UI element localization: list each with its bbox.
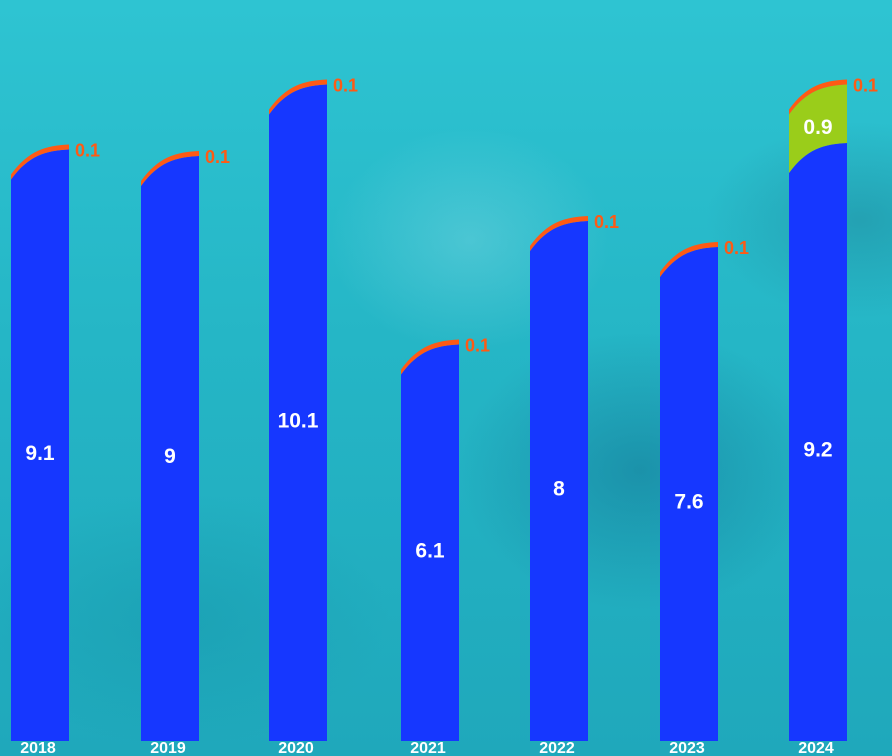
data-label-2018-main: 9.1	[25, 442, 55, 465]
data-label-2022-main: 8	[553, 478, 565, 501]
x-tick-2018: 2018	[20, 740, 56, 756]
bar-2022-cap	[530, 216, 588, 251]
bar-2020-main	[269, 84, 327, 741]
bar-2024-cap	[789, 79, 847, 115]
data-label-2018-cap: 0.1	[75, 141, 100, 161]
data-label-2023-main: 7.6	[674, 491, 703, 514]
bar-2021-main	[401, 344, 459, 741]
data-label-2021-main: 6.1	[415, 539, 445, 562]
bar-2018-main	[11, 149, 69, 741]
bar-2018-cap	[11, 144, 69, 180]
bar-2024-main	[789, 143, 847, 741]
bar-2024-mid	[789, 84, 847, 173]
x-tick-2020: 2020	[278, 740, 314, 756]
data-label-2022-cap: 0.1	[594, 212, 619, 232]
data-label-2024-main: 9.2	[803, 439, 832, 462]
bar-2019-cap	[141, 151, 199, 186]
bar-2022-main	[530, 221, 588, 741]
data-label-2024-mid: 0.9	[803, 116, 832, 139]
data-label-2024-cap: 0.1	[853, 76, 878, 96]
data-label-2020-main: 10.1	[278, 409, 319, 432]
x-tick-2021: 2021	[410, 740, 446, 756]
data-label-2019-main: 9	[164, 445, 176, 468]
x-tick-2022: 2022	[539, 740, 575, 756]
data-label-2021-cap: 0.1	[465, 336, 490, 356]
x-tick-2024: 2024	[798, 740, 834, 756]
data-label-2023-cap: 0.1	[724, 238, 749, 258]
x-tick-2019: 2019	[150, 740, 186, 756]
bar-2023-cap	[660, 242, 718, 277]
bar-2020-cap	[269, 79, 327, 115]
x-tick-2023: 2023	[669, 740, 705, 756]
data-label-2019-cap: 0.1	[205, 147, 230, 167]
bar-2019-main	[141, 156, 199, 741]
bar-2023-main	[660, 247, 718, 741]
data-label-2020-cap: 0.1	[333, 76, 358, 96]
bar-2021-cap	[401, 339, 459, 375]
